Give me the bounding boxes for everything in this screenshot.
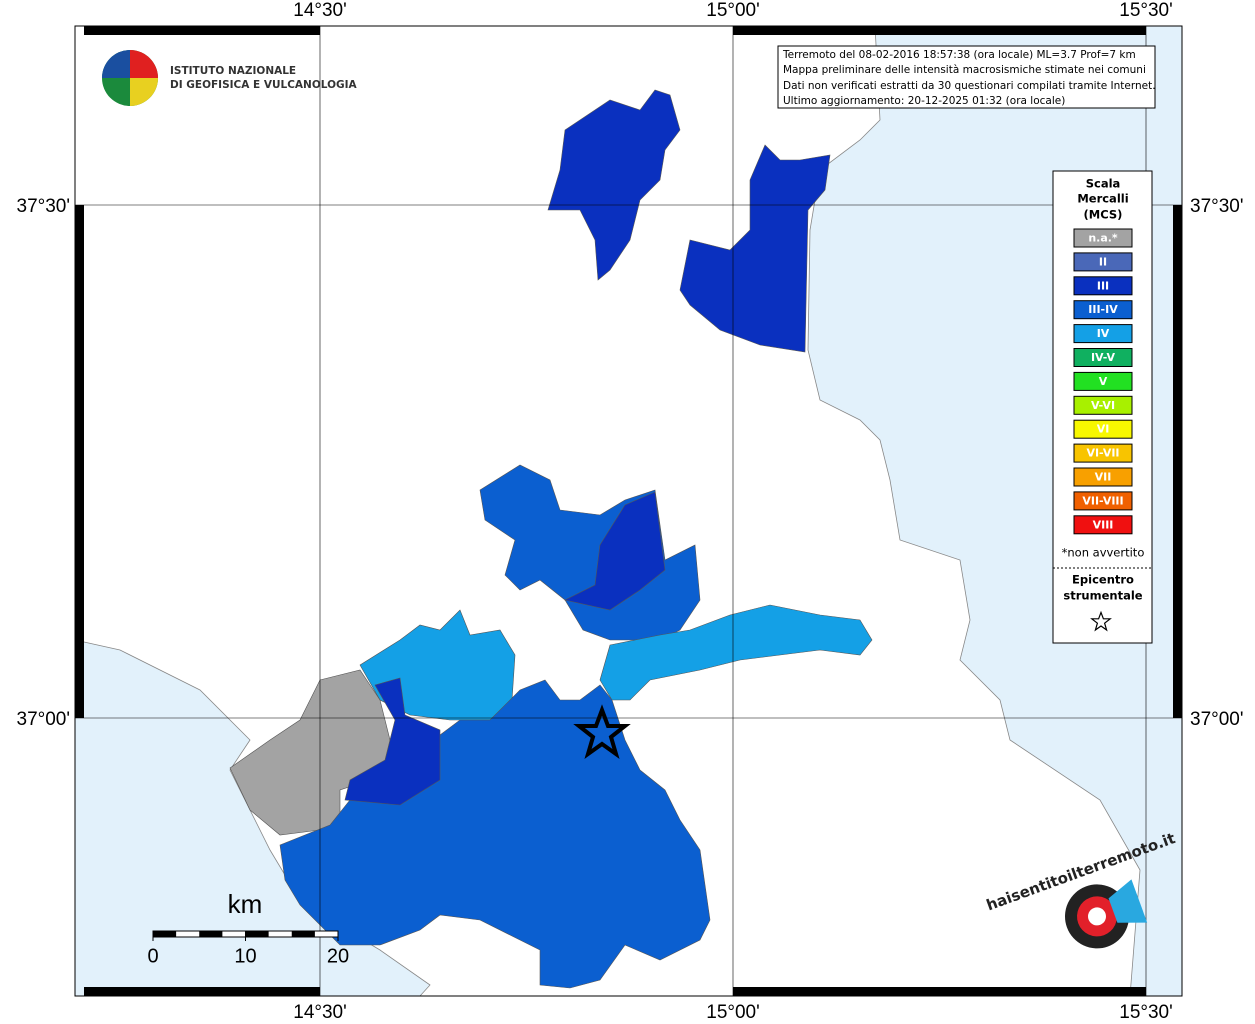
info-line: Ultimo aggiornamento: 20-12-2025 01:32 (… [783, 95, 1065, 107]
legend-swatch [1073, 276, 1133, 296]
ingv-logo: ISTITUTO NAZIONALE DI GEOFISICA E VULCAN… [102, 50, 358, 106]
region [599, 604, 873, 701]
legend-label: VI [1097, 423, 1110, 436]
site-logo-ring [1088, 907, 1107, 926]
legend-title: (MCS) [1084, 208, 1123, 222]
info-frame [777, 45, 1156, 109]
scale-label: 10 [234, 945, 256, 967]
frame-bar [84, 26, 320, 35]
legend-label: IV [1097, 327, 1110, 340]
coord-label: 37°30' [17, 196, 71, 217]
logo-part [102, 50, 130, 78]
coord-label: 15°30' [1119, 0, 1173, 21]
legend-label: n.a.* [1088, 232, 1118, 245]
legend-swatch [1073, 300, 1133, 320]
scale-segment [245, 931, 269, 937]
region [344, 677, 441, 806]
legend-swatch [1073, 443, 1133, 463]
info-box: Terremoto del 08-02-2016 18:57:38 (ora l… [777, 45, 1156, 109]
legend-swatch [1073, 228, 1133, 248]
legend-swatch [1073, 419, 1133, 439]
frame-bar [733, 26, 1146, 35]
region [279, 679, 711, 989]
region [679, 144, 831, 353]
info-line: Dati non verificati estratti da 30 quest… [783, 80, 1156, 92]
legend-label: VIII [1093, 518, 1114, 531]
legend-title: Mercalli [1077, 192, 1128, 206]
legend-label: IV-V [1091, 351, 1116, 364]
legend-label: VII [1095, 471, 1112, 484]
legend-label: II [1099, 255, 1107, 268]
coord-label: 14°30' [293, 0, 347, 21]
legend-swatch [1073, 467, 1133, 487]
epicenter-star [573, 704, 631, 759]
legend: Scala Mercalli (MCS) *non avvertito Epic… [1052, 170, 1153, 644]
frame-bar [75, 205, 84, 718]
scale-segment [199, 931, 223, 937]
frame-bar [733, 987, 1146, 996]
legend-note: *non avvertito [1062, 546, 1145, 560]
info-line: Terremoto del 08-02-2016 18:57:38 (ora l… [782, 49, 1136, 61]
scale-segment [291, 931, 315, 937]
legend-label: V-VI [1091, 399, 1115, 412]
logo-part [130, 50, 158, 78]
logo-text: DI GEOFISICA E VULCANOLOGIA [170, 79, 358, 91]
regions [229, 89, 873, 989]
legend-star [1090, 610, 1112, 632]
coord-label: 37°30' [1190, 196, 1244, 217]
legend-swatch [1073, 491, 1133, 511]
coord-label: 15°00' [706, 0, 760, 21]
legend-label: VII-VIII [1082, 494, 1123, 507]
coord-label: 37°00' [1190, 709, 1244, 730]
legend-label: III-IV [1088, 303, 1118, 316]
coord-label: 14°30' [293, 1002, 347, 1023]
frame-bar [84, 987, 320, 996]
logo-text: ISTITUTO NAZIONALE [170, 65, 296, 77]
legend-label: VI-VII [1086, 447, 1119, 460]
logo-part [130, 78, 158, 106]
info-line: Mappa preliminare delle intensità macros… [783, 64, 1146, 76]
scale-unit: km [228, 889, 263, 919]
frame [74, 25, 1183, 997]
legend-swatch [1073, 395, 1133, 415]
legend-swatch [1073, 515, 1133, 535]
site-logo-wave [1108, 879, 1148, 923]
legend-swatch [1073, 324, 1133, 344]
coord-label: 37°00' [17, 709, 71, 730]
region [564, 491, 666, 611]
legend-swatch [1073, 252, 1133, 272]
legend-label: V [1099, 375, 1108, 388]
coord-label: 15°00' [706, 1002, 760, 1023]
scale-bar: km 0 10 20 [147, 889, 349, 967]
scale-label: 20 [327, 945, 349, 967]
legend-swatch [1073, 371, 1133, 391]
scale-label: 0 [147, 945, 158, 967]
legend-label: III [1097, 279, 1109, 292]
legend-swatch [1073, 348, 1133, 367]
legend-epicenter: strumentale [1063, 589, 1142, 603]
legend-epicenter: Epicentro [1072, 573, 1134, 587]
frame-bar [1173, 205, 1182, 718]
coords: 14°30' 15°00' 15°30' 14°30' 15°00' 15°30… [17, 0, 1244, 1023]
region [547, 89, 681, 281]
scale-segment [153, 931, 177, 937]
coord-label: 15°30' [1119, 1002, 1173, 1023]
legend-title: Scala [1086, 177, 1121, 191]
